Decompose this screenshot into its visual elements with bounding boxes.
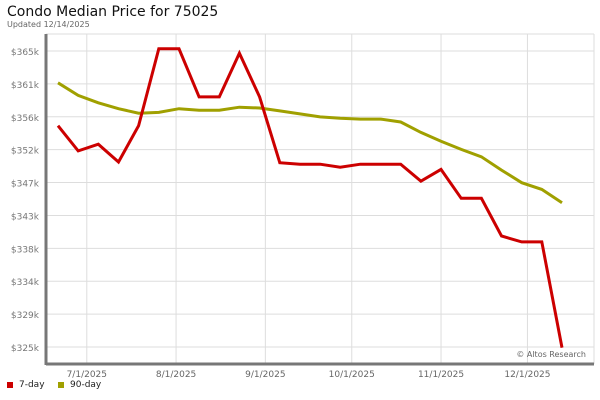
y-tick-label: $347k bbox=[11, 180, 40, 190]
x-tick-label: 7/1/2025 bbox=[67, 370, 107, 380]
legend-swatch bbox=[58, 382, 64, 388]
x-tick-label: 11/1/2025 bbox=[418, 370, 464, 380]
x-tick-label: 8/1/2025 bbox=[156, 370, 196, 380]
x-tick-label: 10/1/2025 bbox=[329, 370, 375, 380]
legend-label: 7-day bbox=[19, 380, 45, 390]
y-tick-label: $352k bbox=[11, 147, 40, 157]
y-axis: $325k $329k $334k $338k $343k $347k $352k $356k… bbox=[11, 34, 48, 365]
chart-subtitle: Updated 12/14/2025 bbox=[7, 20, 90, 29]
y-tick-label: $329k bbox=[11, 311, 40, 321]
y-tick-label: $361k bbox=[11, 81, 40, 91]
legend-swatch bbox=[7, 382, 13, 388]
y-tick-label: $356k bbox=[11, 114, 40, 124]
chart-title: Condo Median Price for 75025 bbox=[7, 4, 219, 20]
y-tick-label: $338k bbox=[11, 245, 40, 255]
x-axis: 7/1/2025 8/1/2025 9/1/2025 10/1/2025 11/1/20… bbox=[46, 362, 594, 380]
legend-item-7-day: 7-day bbox=[7, 380, 45, 390]
x-tick-label: 12/1/2025 bbox=[504, 370, 550, 380]
series-lines bbox=[56, 47, 564, 348]
y-tick-label: $343k bbox=[11, 212, 40, 222]
series-line-90-day bbox=[57, 81, 563, 204]
y-tick-label: $334k bbox=[11, 278, 40, 288]
y-tick-label: $365k bbox=[11, 48, 40, 58]
legend-item-90-day: 90-day bbox=[58, 380, 101, 390]
series-line-7-day bbox=[56, 47, 564, 348]
y-tick-label: $325k bbox=[11, 344, 40, 354]
x-tick-label: 9/1/2025 bbox=[245, 370, 285, 380]
legend-label: 90-day bbox=[70, 380, 102, 390]
grid bbox=[46, 33, 595, 364]
watermark: © Altos Research bbox=[516, 350, 586, 359]
